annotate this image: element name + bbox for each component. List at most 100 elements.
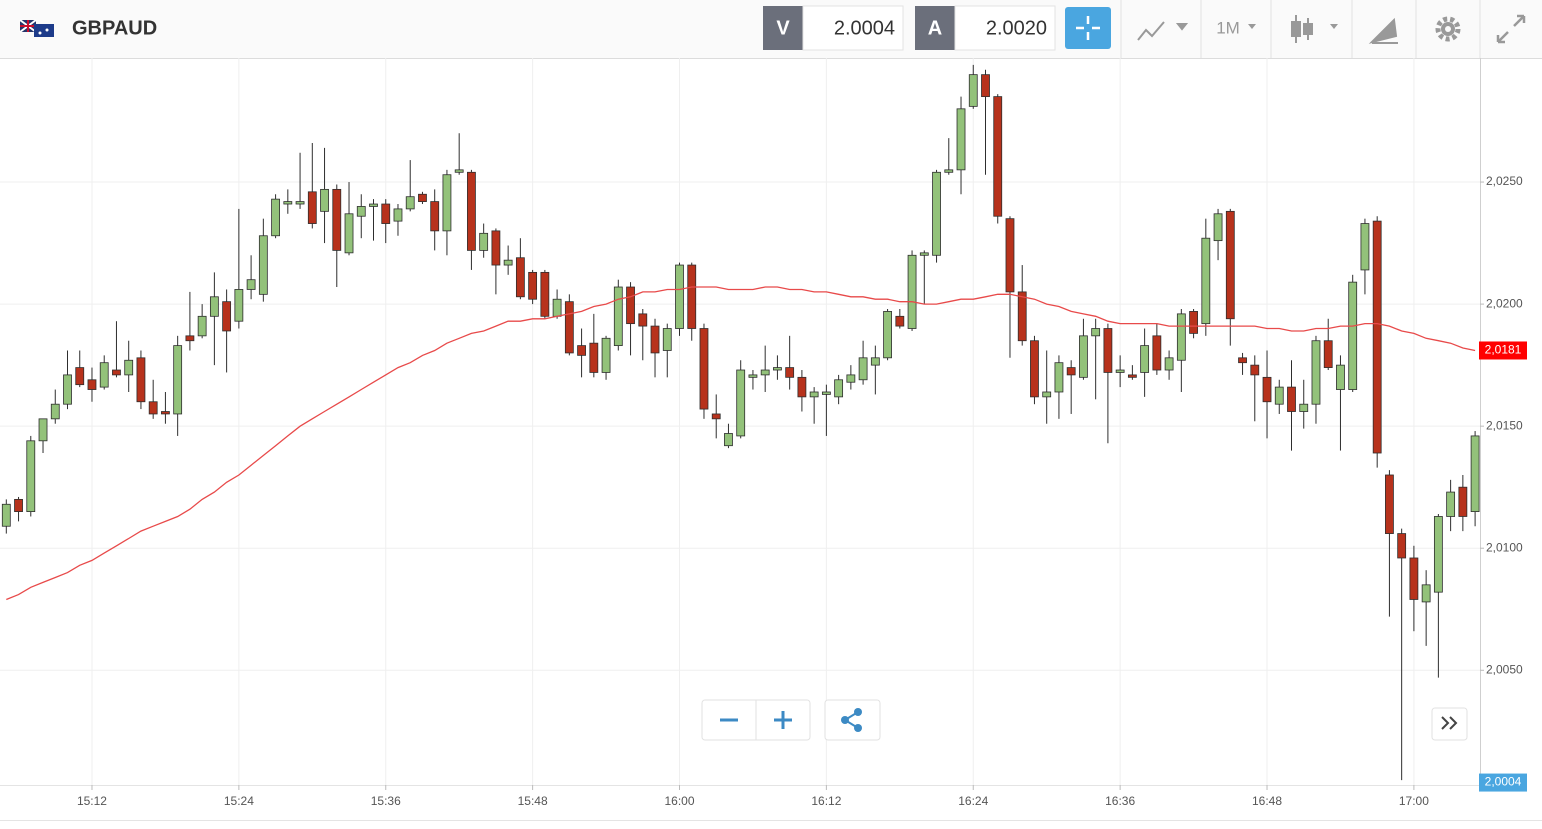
candle-body <box>1213 213 1223 242</box>
candle-body <box>907 254 917 329</box>
candle-body <box>87 379 97 390</box>
candle-body <box>1176 313 1186 361</box>
candle-body <box>503 259 513 266</box>
candle-body <box>405 196 415 210</box>
candle-body <box>75 367 85 386</box>
plot: 2,0050 2,0100 2,0150 2,0200 2,0250 15:12 15:24… <box>0 58 1523 808</box>
candle-body <box>112 369 121 376</box>
candle-body <box>870 357 880 366</box>
x-tick-label: 16:48 <box>1252 794 1282 808</box>
candle-body <box>26 440 36 512</box>
candle-body <box>1030 340 1039 398</box>
candle-body <box>63 374 72 405</box>
candle-body <box>858 357 868 381</box>
candle-body <box>687 264 697 329</box>
candle-body <box>283 201 293 205</box>
candle-body <box>528 271 538 300</box>
candle-body <box>124 359 134 376</box>
candle-body <box>295 201 305 205</box>
x-tick-label: 15:48 <box>518 794 548 808</box>
buy-price-box <box>954 5 1056 51</box>
last-price-label: 2,0004 <box>1485 775 1522 789</box>
candle-body <box>638 313 648 327</box>
candle-body <box>1017 291 1027 342</box>
ma-price-label: 2,0181 <box>1485 343 1522 357</box>
candle-body <box>271 198 280 237</box>
candle-body <box>320 188 329 212</box>
buy-price: 2.0020 <box>986 17 1047 39</box>
candle-body <box>491 230 501 266</box>
candle-body <box>919 252 929 256</box>
candle-body <box>821 391 831 395</box>
candle-body <box>626 286 635 325</box>
candle-body <box>1323 340 1333 368</box>
candle-body <box>662 328 672 351</box>
ma-price-label-box <box>1479 341 1527 360</box>
fullscreen-button[interactable] <box>1496 14 1526 44</box>
candle-body <box>307 191 317 224</box>
candle-body <box>1103 328 1113 373</box>
candle-body <box>1348 281 1358 390</box>
y-tick-label: 2,0200 <box>1486 296 1523 310</box>
candle-body <box>589 342 599 373</box>
candle-body <box>1 503 11 527</box>
x-tick-label: 15:36 <box>371 794 401 808</box>
candle-body <box>515 257 525 298</box>
chart-type-button[interactable] <box>1291 15 1338 43</box>
candle-body <box>442 174 452 232</box>
candle-body <box>699 328 709 410</box>
scroll-end-button[interactable] <box>1441 716 1458 730</box>
share-button[interactable] <box>841 708 862 732</box>
candle-body <box>883 311 892 359</box>
candle-body <box>1054 362 1064 393</box>
buy-button[interactable] <box>915 6 955 50</box>
candle-body <box>1336 364 1345 390</box>
x-tick-label: 17:00 <box>1399 794 1429 808</box>
candle-body <box>234 289 244 322</box>
draw-button[interactable] <box>1368 17 1398 44</box>
candle-body <box>797 376 807 398</box>
timeframe[interactable]: 1M <box>1216 18 1240 37</box>
candle-body <box>38 418 48 442</box>
candle-body <box>258 235 268 295</box>
crosshair-button[interactable] <box>1065 7 1111 49</box>
candle-body <box>136 357 146 403</box>
candle-body <box>344 213 354 254</box>
candle-body <box>1470 435 1480 512</box>
candle-body <box>601 337 611 373</box>
candle-body <box>381 203 391 224</box>
candle-body <box>1079 335 1088 378</box>
candle-body <box>14 498 23 512</box>
candle-body <box>222 301 232 332</box>
candle-body <box>197 315 207 337</box>
candle-body <box>981 74 990 98</box>
candle-body <box>1360 223 1370 271</box>
y-tick-label: 2,0250 <box>1486 174 1523 188</box>
sell-button[interactable] <box>763 6 803 50</box>
candle-body <box>932 171 941 256</box>
candle-body <box>185 335 195 342</box>
candle-body <box>1066 367 1076 376</box>
settings-button[interactable] <box>1435 16 1461 42</box>
x-tick-label: 15:12 <box>77 794 107 808</box>
moving-average <box>6 286 1476 601</box>
y-tick-label: 2,0150 <box>1486 418 1523 432</box>
x-tick-label: 16:00 <box>664 794 694 808</box>
candle-body <box>1164 357 1174 371</box>
candle-body <box>968 74 978 107</box>
indicator-button[interactable] <box>1137 21 1189 41</box>
candle-body <box>148 401 158 415</box>
candle-body <box>1225 210 1235 320</box>
candle-body <box>993 96 1003 217</box>
zoom-controls <box>701 699 1468 741</box>
candle-body <box>650 325 660 354</box>
y-tick-label: 2,0100 <box>1486 540 1523 554</box>
candle-body <box>1287 386 1296 412</box>
candle-body <box>1140 345 1150 373</box>
candle-body <box>173 345 183 415</box>
candle-body <box>944 169 954 173</box>
zoom-in-button[interactable] <box>774 711 792 729</box>
candle-body <box>1115 369 1125 373</box>
timeframe-caret <box>1248 24 1256 29</box>
